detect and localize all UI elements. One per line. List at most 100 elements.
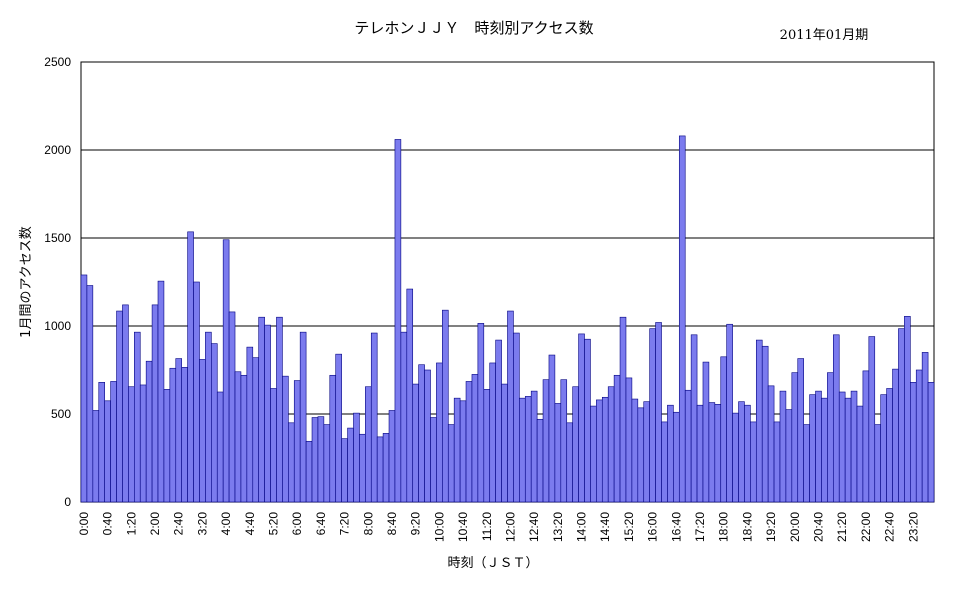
bar [216, 391, 224, 503]
y-tick-label: 500 [51, 407, 71, 421]
y-tick-label: 2500 [44, 55, 71, 69]
bar [886, 388, 893, 503]
x-tick-label: 1:20 [124, 512, 138, 536]
x-tick-label: 15:20 [622, 512, 636, 542]
bar [400, 331, 408, 503]
x-tick-label: 4:00 [219, 512, 233, 536]
bar [524, 396, 532, 503]
x-tick-label: 22:40 [883, 512, 897, 542]
y-tick-label: 1500 [44, 231, 71, 245]
bar [803, 424, 810, 503]
bar [430, 417, 437, 503]
bar [199, 359, 206, 503]
x-tick-label: 20:00 [788, 512, 802, 542]
bar [501, 383, 508, 503]
bar [483, 389, 491, 503]
bar [365, 386, 372, 503]
period-label: 2011年01月期 [780, 28, 869, 43]
bar [163, 389, 171, 503]
x-tick-label: 10:40 [456, 512, 470, 542]
bar [708, 402, 716, 503]
bar [607, 386, 615, 503]
bar [536, 418, 544, 503]
bar [832, 334, 840, 503]
bar [116, 310, 123, 503]
bar [222, 239, 230, 503]
bar [211, 343, 218, 503]
bar [684, 389, 692, 503]
bar [157, 280, 165, 503]
bar [673, 411, 680, 503]
x-tick-label: 12:40 [527, 512, 541, 542]
bar [465, 381, 473, 503]
bar [548, 354, 556, 503]
bar [862, 370, 870, 503]
bar [507, 310, 514, 503]
bar [915, 369, 923, 503]
bar [785, 409, 793, 503]
y-axis-title: 1月間のアクセス数 [19, 226, 34, 338]
bar [394, 139, 402, 503]
bar [305, 440, 313, 503]
bar [293, 380, 301, 503]
bar [234, 371, 242, 503]
bar [904, 316, 911, 503]
bar [495, 339, 502, 503]
x-tick-label: 9:20 [409, 512, 423, 536]
x-tick-label: 8:40 [385, 512, 399, 536]
bar [542, 379, 550, 503]
bar [530, 390, 538, 503]
bar [927, 382, 935, 503]
x-tick-label: 12:00 [503, 512, 517, 542]
x-tick-label: 13:20 [551, 512, 565, 542]
bar [560, 379, 568, 503]
bar [572, 386, 579, 503]
bar [424, 369, 431, 503]
bar [880, 394, 887, 503]
x-tick-label: 23:20 [906, 512, 920, 542]
y-tick-label: 2000 [44, 143, 71, 157]
bar [678, 135, 686, 503]
y-axis-ticks: 0 500 1000 1500 2000 2500 [44, 55, 71, 509]
bar [513, 332, 520, 503]
x-tick-label: 2:40 [172, 512, 186, 536]
bar [554, 403, 562, 503]
x-tick-label: 14:00 [575, 512, 589, 542]
bar [898, 328, 905, 503]
x-tick-label: 11:20 [480, 512, 494, 541]
bar [578, 333, 585, 503]
bar [329, 374, 337, 503]
x-tick-label: 4:40 [243, 512, 257, 536]
bar [655, 322, 662, 503]
bar [744, 404, 751, 503]
bar [702, 361, 710, 503]
bar [921, 352, 929, 503]
bar [181, 367, 188, 503]
bar [382, 433, 390, 503]
x-tick-label: 2:00 [148, 512, 162, 536]
bar [584, 338, 591, 503]
x-tick-label: 22:00 [859, 512, 873, 542]
bar [459, 400, 467, 503]
bar [838, 391, 846, 503]
bar [750, 421, 757, 503]
bar [844, 397, 852, 503]
bar [892, 368, 899, 503]
bar [347, 427, 354, 503]
bar [590, 405, 597, 503]
x-tick-label: 19:20 [764, 512, 778, 542]
bar [613, 374, 621, 503]
x-tick-label: 17:20 [693, 512, 707, 542]
x-axis-title: 時刻（ＪＳＴ） [447, 556, 538, 571]
y-tick-label: 0 [64, 495, 71, 509]
x-tick-label: 21:20 [835, 512, 849, 542]
bar [418, 364, 425, 503]
bar [370, 332, 378, 503]
bar [649, 328, 656, 503]
bar [205, 331, 212, 503]
bar [270, 388, 277, 503]
bar [122, 304, 129, 503]
bar [809, 394, 816, 503]
chart-title: テレホンＪＪＹ 時刻別アクセス数 [354, 19, 593, 37]
bar [359, 433, 366, 503]
